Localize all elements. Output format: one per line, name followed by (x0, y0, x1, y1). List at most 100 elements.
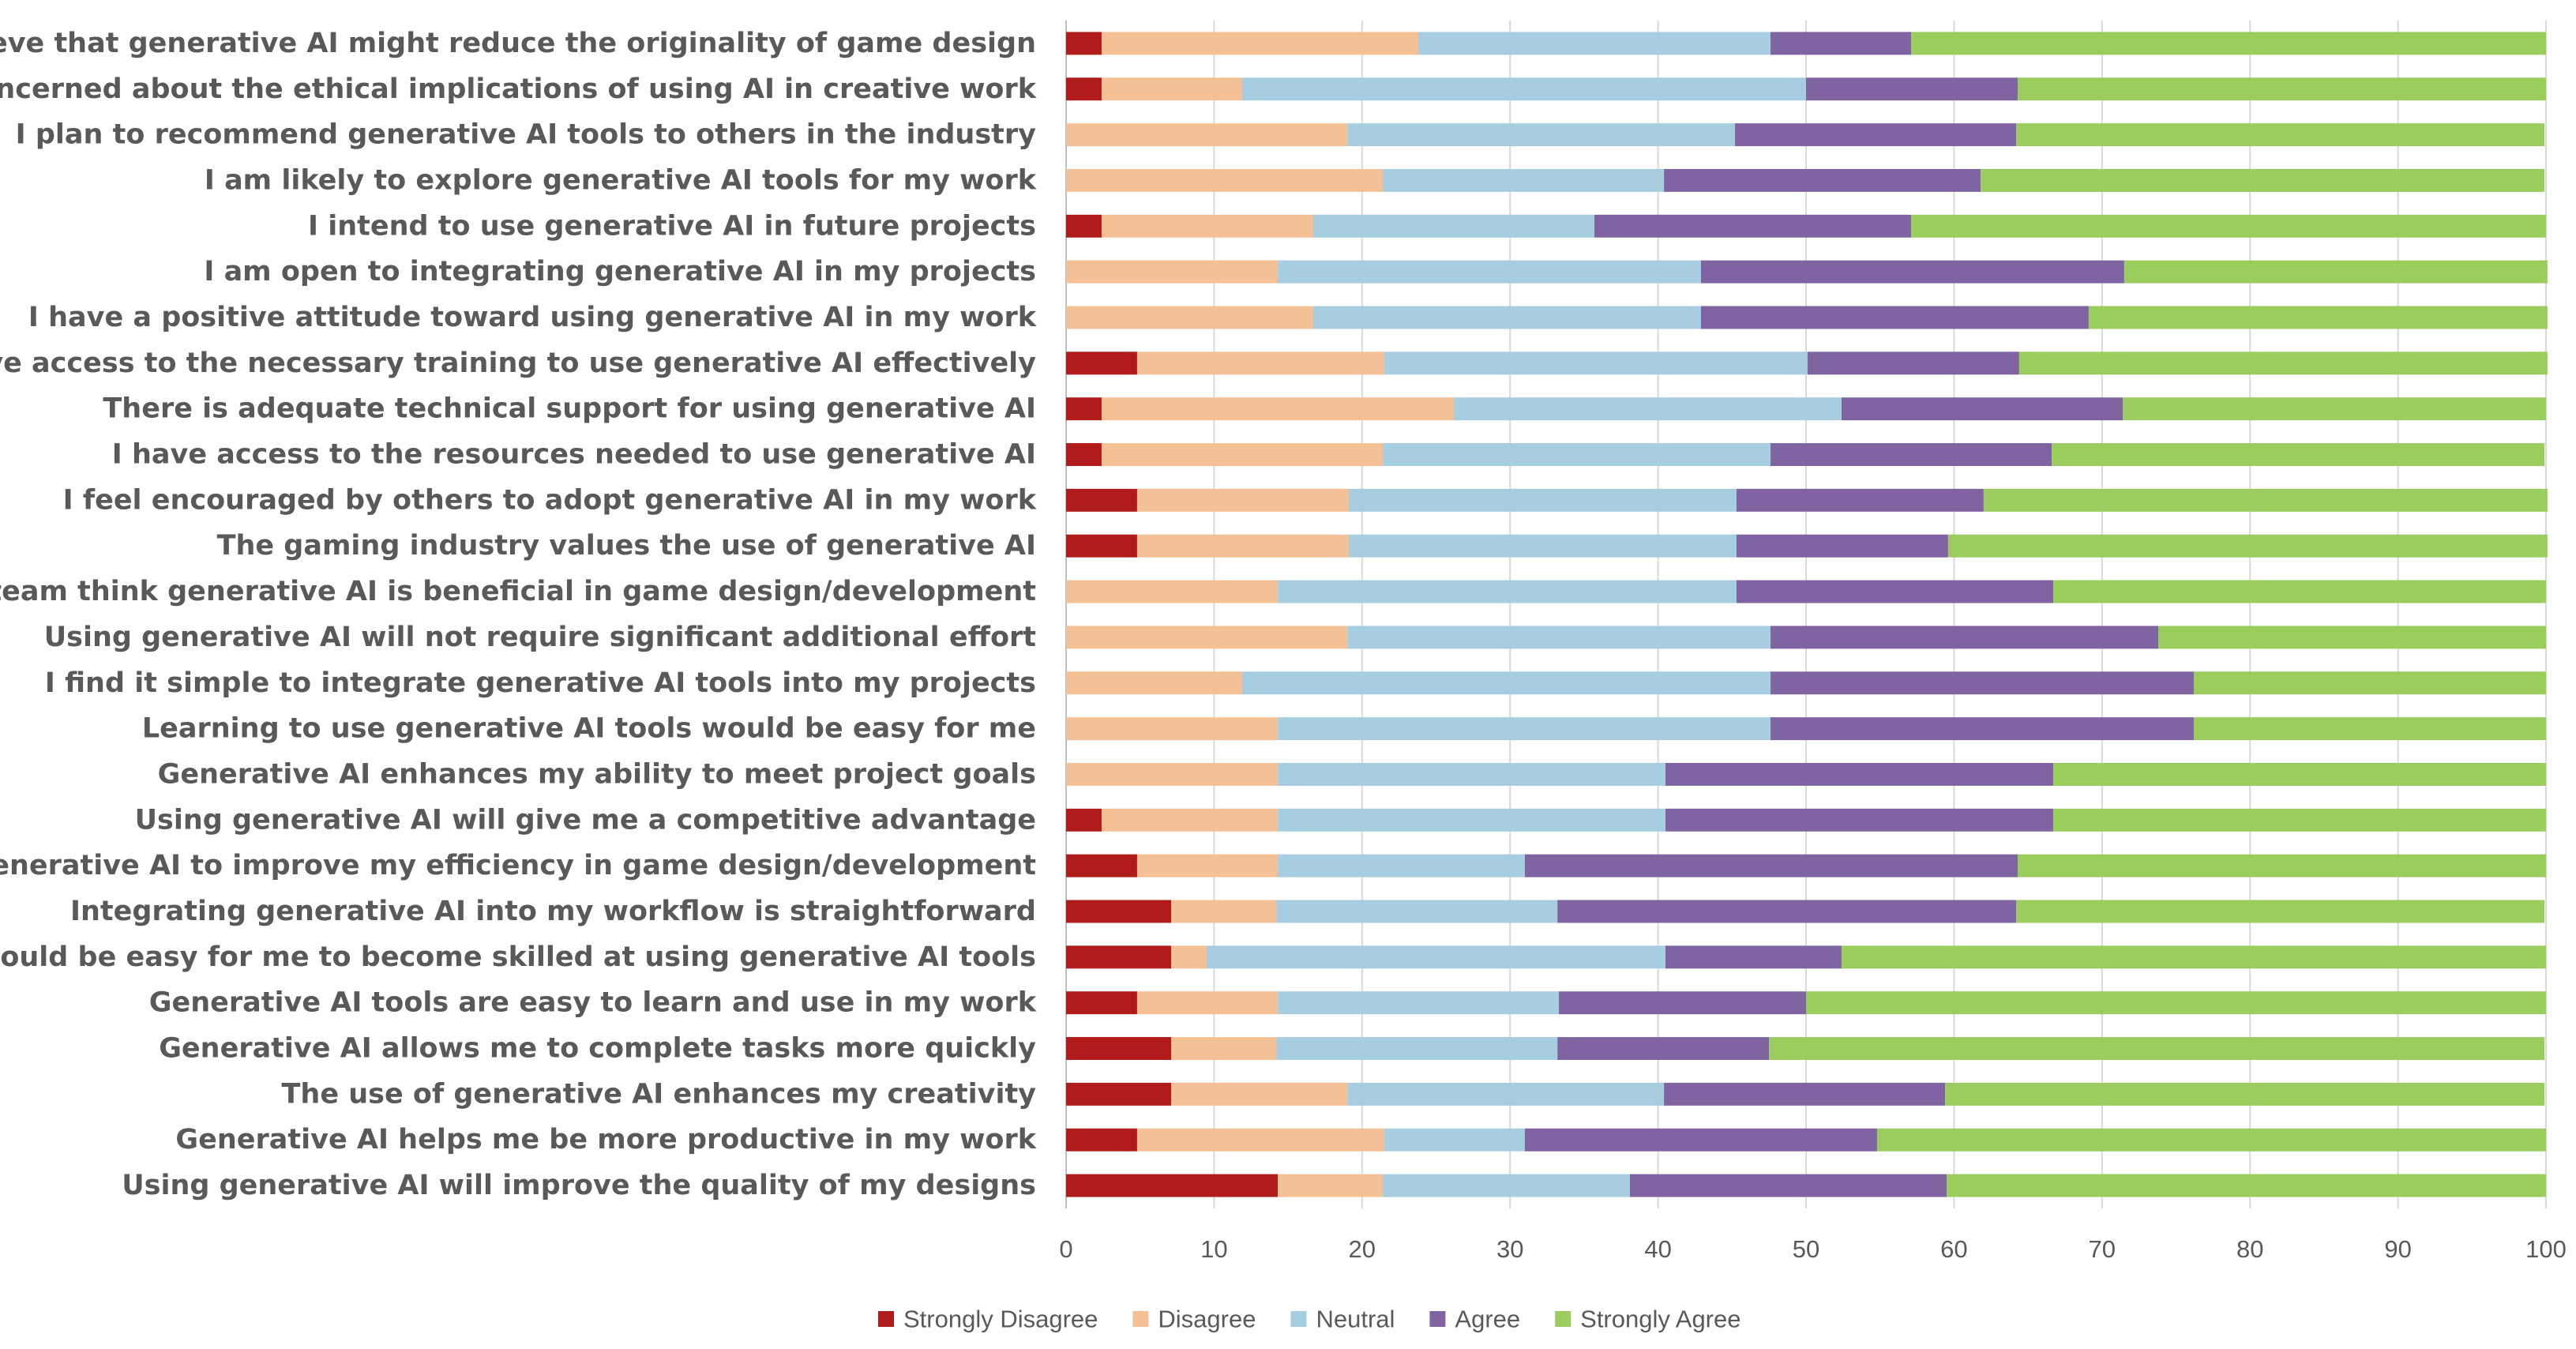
bar-segment-strongly-disagree-row-2 (1066, 77, 1102, 101)
legend-label-disagree: Disagree (1158, 1306, 1256, 1333)
legend-swatch-strongly-disagree (878, 1311, 894, 1327)
bar-segment-strongly-disagree-row-26 (1066, 1174, 1278, 1197)
bar-segment-neutral-row-24 (1347, 1082, 1665, 1106)
bar-segment-strongly-agree-row-2 (2017, 77, 2546, 101)
bar-segment-disagree-row-18 (1101, 808, 1278, 832)
bar-segment-neutral-row-21 (1207, 945, 1665, 969)
bar-segment-strongly-agree-row-23 (1769, 1037, 2545, 1060)
bar-segment-agree-row-25 (1524, 1128, 1877, 1152)
bar-segment-disagree-row-24 (1171, 1082, 1348, 1106)
bar-segment-strongly-agree-row-21 (1841, 945, 2546, 969)
category-label-20: Integrating generative AI into my workfl… (70, 896, 1036, 927)
bar-segment-strongly-disagree-row-1 (1066, 32, 1102, 55)
category-label-16: Learning to use generative AI tools woul… (142, 713, 1036, 745)
bar-segment-strongly-agree-row-19 (2017, 854, 2546, 877)
legend-item-strongly-disagree: Strongly Disagree (878, 1306, 1098, 1333)
category-label-10: I have access to the resources needed to… (112, 439, 1036, 471)
bar-segment-strongly-disagree-row-24 (1066, 1082, 1172, 1106)
bar-segment-neutral-row-3 (1347, 123, 1736, 147)
category-label-2: I am concerned about the ethical implica… (0, 73, 1037, 105)
bar-segment-neutral-row-4 (1383, 169, 1665, 192)
bar-segment-strongly-disagree-row-8 (1066, 351, 1137, 375)
category-label-9: There is adequate technical support for … (103, 393, 1036, 425)
bar-segment-strongly-agree-row-11 (1983, 488, 2548, 512)
x-tick-label-0: 0 (1059, 1235, 1072, 1263)
category-label-8: I have access to the necessary training … (0, 348, 1036, 379)
bar-segment-agree-row-15 (1771, 671, 2194, 695)
category-label-17: Generative AI enhances my ability to mee… (158, 758, 1036, 790)
bar-segment-agree-row-18 (1665, 808, 2053, 832)
bar-segment-strongly-agree-row-8 (2018, 351, 2548, 375)
bar-segment-disagree-row-4 (1066, 169, 1384, 192)
bar-segment-agree-row-2 (1806, 77, 2018, 101)
bar-segment-agree-row-9 (1841, 397, 2124, 421)
category-label-3: I plan to recommend generative AI tools … (16, 119, 1037, 151)
bar-segment-neutral-row-14 (1347, 626, 1771, 649)
x-tick-label-30: 30 (1496, 1235, 1523, 1263)
bar-segment-neutral-row-15 (1242, 671, 1771, 695)
x-tick-label-60: 60 (1940, 1235, 1967, 1263)
bar-segment-strongly-disagree-row-11 (1066, 488, 1137, 512)
bar-segment-agree-row-5 (1594, 214, 1912, 238)
bar-segment-neutral-row-26 (1383, 1174, 1630, 1197)
bar-segment-strongly-disagree-row-21 (1066, 945, 1172, 969)
legend-item-agree: Agree (1429, 1306, 1520, 1333)
category-label-1: I believe that generative AI might reduc… (0, 28, 1036, 59)
legend-swatch-agree (1429, 1311, 1446, 1327)
bar-segment-disagree-row-5 (1101, 214, 1313, 238)
bar-segment-strongly-agree-row-3 (2016, 123, 2545, 147)
bar-segment-disagree-row-11 (1136, 488, 1349, 512)
bar-segment-neutral-row-9 (1453, 397, 1842, 421)
category-label-26: Using generative AI will improve the qua… (122, 1170, 1036, 1201)
legend-swatch-disagree (1132, 1311, 1149, 1327)
bar-segment-strongly-agree-row-9 (2123, 397, 2546, 421)
bar-segment-disagree-row-1 (1101, 32, 1419, 55)
bar-segment-neutral-row-1 (1418, 32, 1771, 55)
bar-segment-neutral-row-25 (1384, 1128, 1525, 1152)
bar-segment-neutral-row-19 (1277, 854, 1525, 877)
bar-segment-strongly-agree-row-15 (2193, 671, 2546, 695)
category-label-22: Generative AI tools are easy to learn an… (149, 987, 1037, 1019)
bar-segment-strongly-agree-row-26 (1947, 1174, 2546, 1197)
bar-segment-strongly-agree-row-20 (2016, 900, 2545, 923)
bar-segment-disagree-row-19 (1136, 854, 1278, 877)
bar-segment-neutral-row-18 (1277, 808, 1665, 832)
x-tick-label-80: 80 (2236, 1235, 2263, 1263)
x-tick-label-90: 90 (2384, 1235, 2411, 1263)
legend-swatch-strongly-agree (1555, 1311, 1572, 1327)
bar-segment-strongly-agree-row-6 (2124, 260, 2548, 284)
bar-segment-neutral-row-5 (1312, 214, 1595, 238)
bar-segment-strongly-agree-row-5 (1911, 214, 2546, 238)
category-label-25: Generative AI helps me be more productiv… (175, 1124, 1036, 1155)
bar-segment-disagree-row-9 (1101, 397, 1454, 421)
legend-label-neutral: Neutral (1316, 1306, 1395, 1333)
bar-segment-disagree-row-10 (1101, 443, 1384, 466)
bar-segment-strongly-disagree-row-9 (1066, 397, 1102, 421)
category-label-7: I have a positive attitude toward using … (28, 302, 1037, 333)
bar-segment-strongly-disagree-row-22 (1066, 991, 1137, 1015)
bar-segment-disagree-row-7 (1066, 306, 1313, 329)
bar-segment-agree-row-14 (1771, 626, 2159, 649)
bar-segment-agree-row-4 (1664, 169, 1981, 192)
bar-segment-disagree-row-21 (1171, 945, 1207, 969)
bar-segment-strongly-agree-row-25 (1876, 1128, 2546, 1152)
bar-segment-strongly-agree-row-1 (1911, 32, 2546, 55)
bar-segment-strongly-agree-row-13 (2052, 580, 2546, 603)
category-label-23: Generative AI allows me to complete task… (159, 1033, 1036, 1065)
x-tick-label-70: 70 (2089, 1235, 2116, 1263)
bar-segment-strongly-agree-row-12 (1947, 534, 2548, 558)
bar-segment-strongly-disagree-row-19 (1066, 854, 1137, 877)
bar-segment-agree-row-21 (1665, 945, 1842, 969)
bar-segment-strongly-agree-row-10 (2052, 443, 2545, 466)
bar-segment-agree-row-11 (1736, 488, 1984, 512)
category-label-13: My team think generative AI is beneficia… (0, 576, 1036, 607)
bar-segment-agree-row-24 (1664, 1082, 1946, 1106)
category-label-6: I am open to integrating generative AI i… (204, 256, 1036, 287)
category-label-11: I feel encouraged by others to adopt gen… (63, 484, 1037, 516)
category-label-14: Using generative AI will not require sig… (44, 622, 1036, 653)
bars (1066, 32, 2548, 1197)
bar-segment-neutral-row-2 (1242, 77, 1806, 101)
bar-segment-neutral-row-6 (1277, 260, 1701, 284)
category-label-4: I am likely to explore generative AI too… (205, 164, 1037, 196)
bar-segment-strongly-agree-row-18 (2052, 808, 2546, 832)
